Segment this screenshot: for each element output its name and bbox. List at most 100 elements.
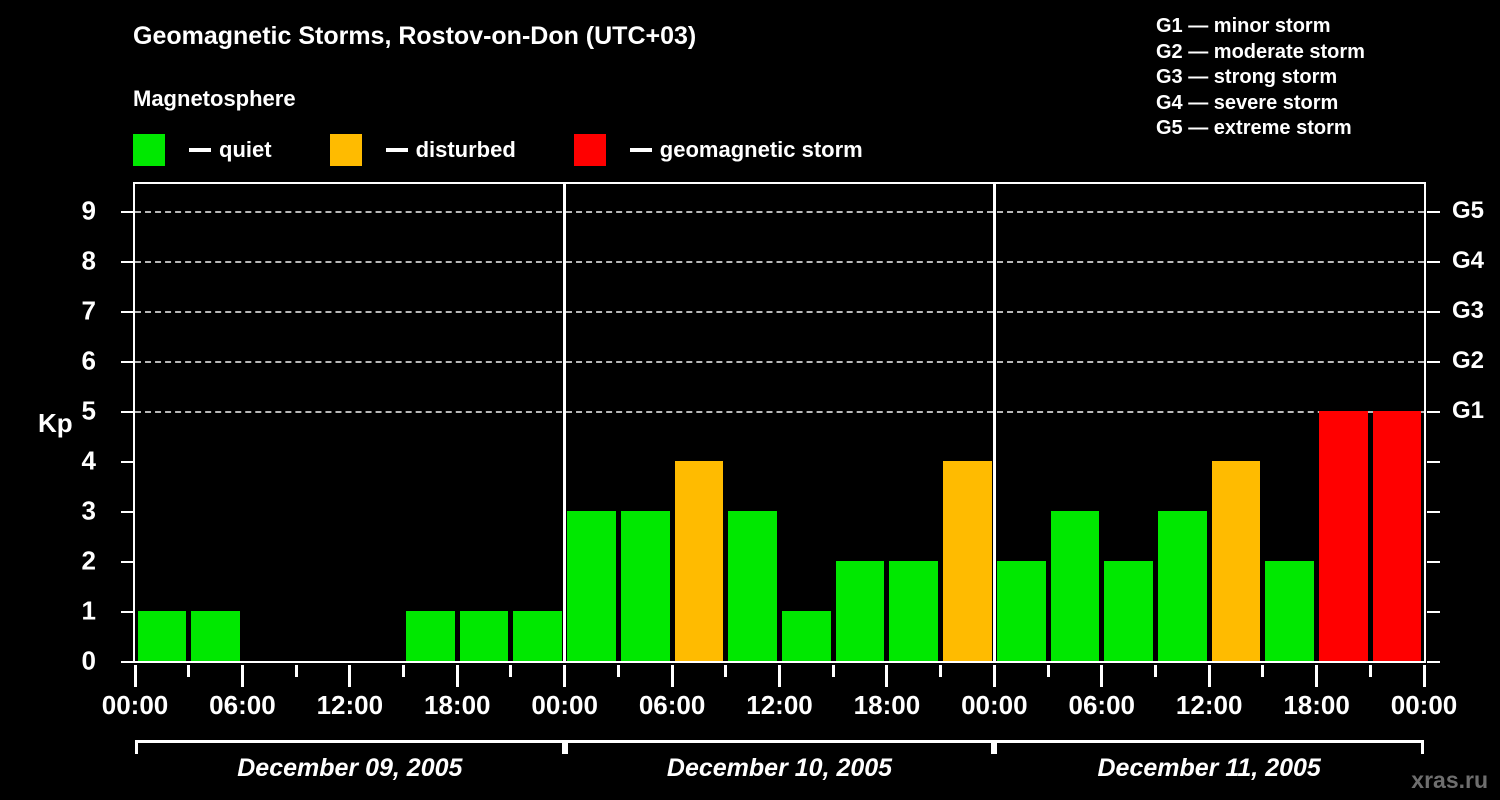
x-tick-label-9: 06:00 bbox=[1068, 690, 1136, 720]
bar-19 bbox=[1157, 511, 1207, 661]
bar-10 bbox=[674, 461, 724, 661]
legend-dash-icon bbox=[629, 148, 652, 152]
y-tick-label-6: 6 bbox=[81, 345, 96, 376]
x-tick-19 bbox=[1153, 665, 1157, 677]
page-title: Geomagnetic Storms, Rostov-on-Don (UTC+0… bbox=[133, 22, 697, 50]
x-tick-1 bbox=[187, 665, 191, 677]
y-tick-label-9: 9 bbox=[81, 195, 96, 226]
g-axis-tick-kp-9 bbox=[1427, 211, 1440, 214]
magnetosphere-label: Magnetosphere bbox=[133, 86, 296, 111]
y-tick-label-1: 1 bbox=[81, 595, 96, 626]
y-tick-mark-6 bbox=[121, 361, 133, 364]
legend-entry-geomagnetic-storm: geomagnetic storm bbox=[573, 134, 863, 166]
plot-area bbox=[133, 182, 1426, 663]
gridline-kp-7 bbox=[135, 311, 1424, 314]
y-tick-mark-1 bbox=[121, 611, 133, 614]
bar-20 bbox=[1211, 461, 1261, 661]
x-tick-label-0: 00:00 bbox=[101, 690, 169, 720]
x-tick-3 bbox=[294, 665, 298, 677]
g-axis-tick-kp-2 bbox=[1427, 561, 1440, 564]
g-axis-label-G4: G4 bbox=[1452, 247, 1485, 275]
day-bracket-3 bbox=[994, 740, 1424, 754]
g-legend-line-2: G2 — moderate storm bbox=[1156, 40, 1365, 63]
g-scale-legend: G1 — minor storm G2 — moderate storm G3 — … bbox=[1156, 14, 1486, 142]
bar-15 bbox=[943, 461, 992, 661]
g-axis-label-G1: G1 bbox=[1452, 397, 1485, 425]
bar-21 bbox=[1265, 561, 1315, 661]
x-tick-label-12: 00:00 bbox=[1390, 690, 1458, 720]
x-tick-10 bbox=[670, 665, 674, 687]
gridline-kp-8 bbox=[135, 261, 1424, 264]
bar-16 bbox=[996, 561, 1046, 661]
bar-22 bbox=[1319, 411, 1368, 661]
y-axis-title: Kp bbox=[38, 408, 73, 438]
y-tick-label-5: 5 bbox=[81, 395, 96, 426]
bar-7 bbox=[513, 611, 563, 661]
y-tick-label-8: 8 bbox=[81, 245, 96, 276]
bar-9 bbox=[620, 511, 670, 661]
x-tick-label-8: 00:00 bbox=[961, 690, 1028, 720]
x-tick-8 bbox=[563, 665, 567, 687]
legend-entry-disturbed: disturbed bbox=[329, 134, 516, 166]
y-tick-label-2: 2 bbox=[81, 545, 96, 576]
y-tick-mark-7 bbox=[121, 311, 133, 314]
y-tick-mark-3 bbox=[121, 511, 133, 514]
g-axis-tick-kp-0 bbox=[1427, 661, 1440, 663]
x-tick-12 bbox=[778, 665, 781, 687]
x-tick-24 bbox=[1422, 665, 1426, 687]
day-bracket-2 bbox=[564, 740, 995, 754]
y-tick-label-0: 0 bbox=[81, 645, 96, 676]
g-axis-tick-kp-5 bbox=[1427, 411, 1440, 414]
bar-0 bbox=[137, 611, 187, 661]
legend-label: quiet bbox=[219, 137, 272, 162]
bar-6 bbox=[459, 611, 509, 661]
x-tick-label-7: 18:00 bbox=[853, 690, 921, 720]
day-separator-16 bbox=[992, 184, 996, 661]
x-tick-label-5: 06:00 bbox=[638, 690, 706, 720]
x-tick-13 bbox=[831, 665, 835, 677]
x-tick-4 bbox=[348, 665, 352, 687]
x-tick-label-3: 18:00 bbox=[424, 690, 491, 720]
x-tick-label-4: 00:00 bbox=[531, 690, 598, 720]
red-swatch bbox=[573, 134, 606, 166]
x-tick-15 bbox=[939, 665, 943, 677]
bar-14 bbox=[889, 561, 939, 661]
y-tick-mark-4 bbox=[121, 461, 133, 464]
x-tick-5 bbox=[402, 665, 406, 677]
x-tick-18 bbox=[1100, 665, 1104, 687]
bar-17 bbox=[1050, 511, 1100, 661]
color-legend: quiet disturbed geomagnetic storm bbox=[133, 133, 863, 167]
g-legend-line-1: G1 — minor storm bbox=[1156, 15, 1331, 37]
x-tick-label-6: 12:00 bbox=[746, 690, 813, 720]
gridline-kp-6 bbox=[135, 361, 1424, 364]
day-bracket-1 bbox=[135, 740, 565, 754]
g-legend-line-5: G5 — extreme storm bbox=[1156, 117, 1352, 139]
x-tick-9 bbox=[616, 665, 620, 677]
y-tick-label-3: 3 bbox=[81, 495, 96, 526]
g-axis-tick-kp-1 bbox=[1427, 611, 1440, 614]
x-tick-22 bbox=[1315, 665, 1319, 687]
y-tick-label-4: 4 bbox=[81, 445, 96, 476]
g-axis-tick-kp-8 bbox=[1427, 261, 1440, 264]
x-tick-label-2: 12:00 bbox=[316, 690, 384, 720]
x-tick-20 bbox=[1207, 665, 1211, 687]
x-tick-2 bbox=[240, 665, 244, 687]
x-tick-label-1: 06:00 bbox=[209, 690, 276, 720]
legend-dash-icon bbox=[189, 148, 211, 152]
day-label-2: December 10, 2005 bbox=[666, 754, 893, 782]
y-tick-label-7: 7 bbox=[81, 295, 96, 326]
bar-5 bbox=[406, 611, 455, 661]
g-axis-tick-kp-4 bbox=[1427, 461, 1440, 464]
x-tick-21 bbox=[1261, 665, 1265, 677]
bar-23 bbox=[1372, 411, 1422, 661]
legend-entry-quiet: quiet bbox=[133, 134, 272, 166]
x-tick-6 bbox=[455, 665, 459, 687]
g-axis-tick-kp-3 bbox=[1427, 511, 1440, 514]
x-tick-14 bbox=[885, 665, 889, 687]
day-label-3: December 11, 2005 bbox=[1097, 754, 1321, 782]
legend-label: geomagnetic storm bbox=[659, 137, 863, 162]
bar-12 bbox=[782, 611, 831, 661]
day-label-1: December 09, 2005 bbox=[237, 754, 463, 782]
g-axis-tick-kp-6 bbox=[1427, 361, 1440, 364]
bar-8 bbox=[567, 511, 616, 661]
